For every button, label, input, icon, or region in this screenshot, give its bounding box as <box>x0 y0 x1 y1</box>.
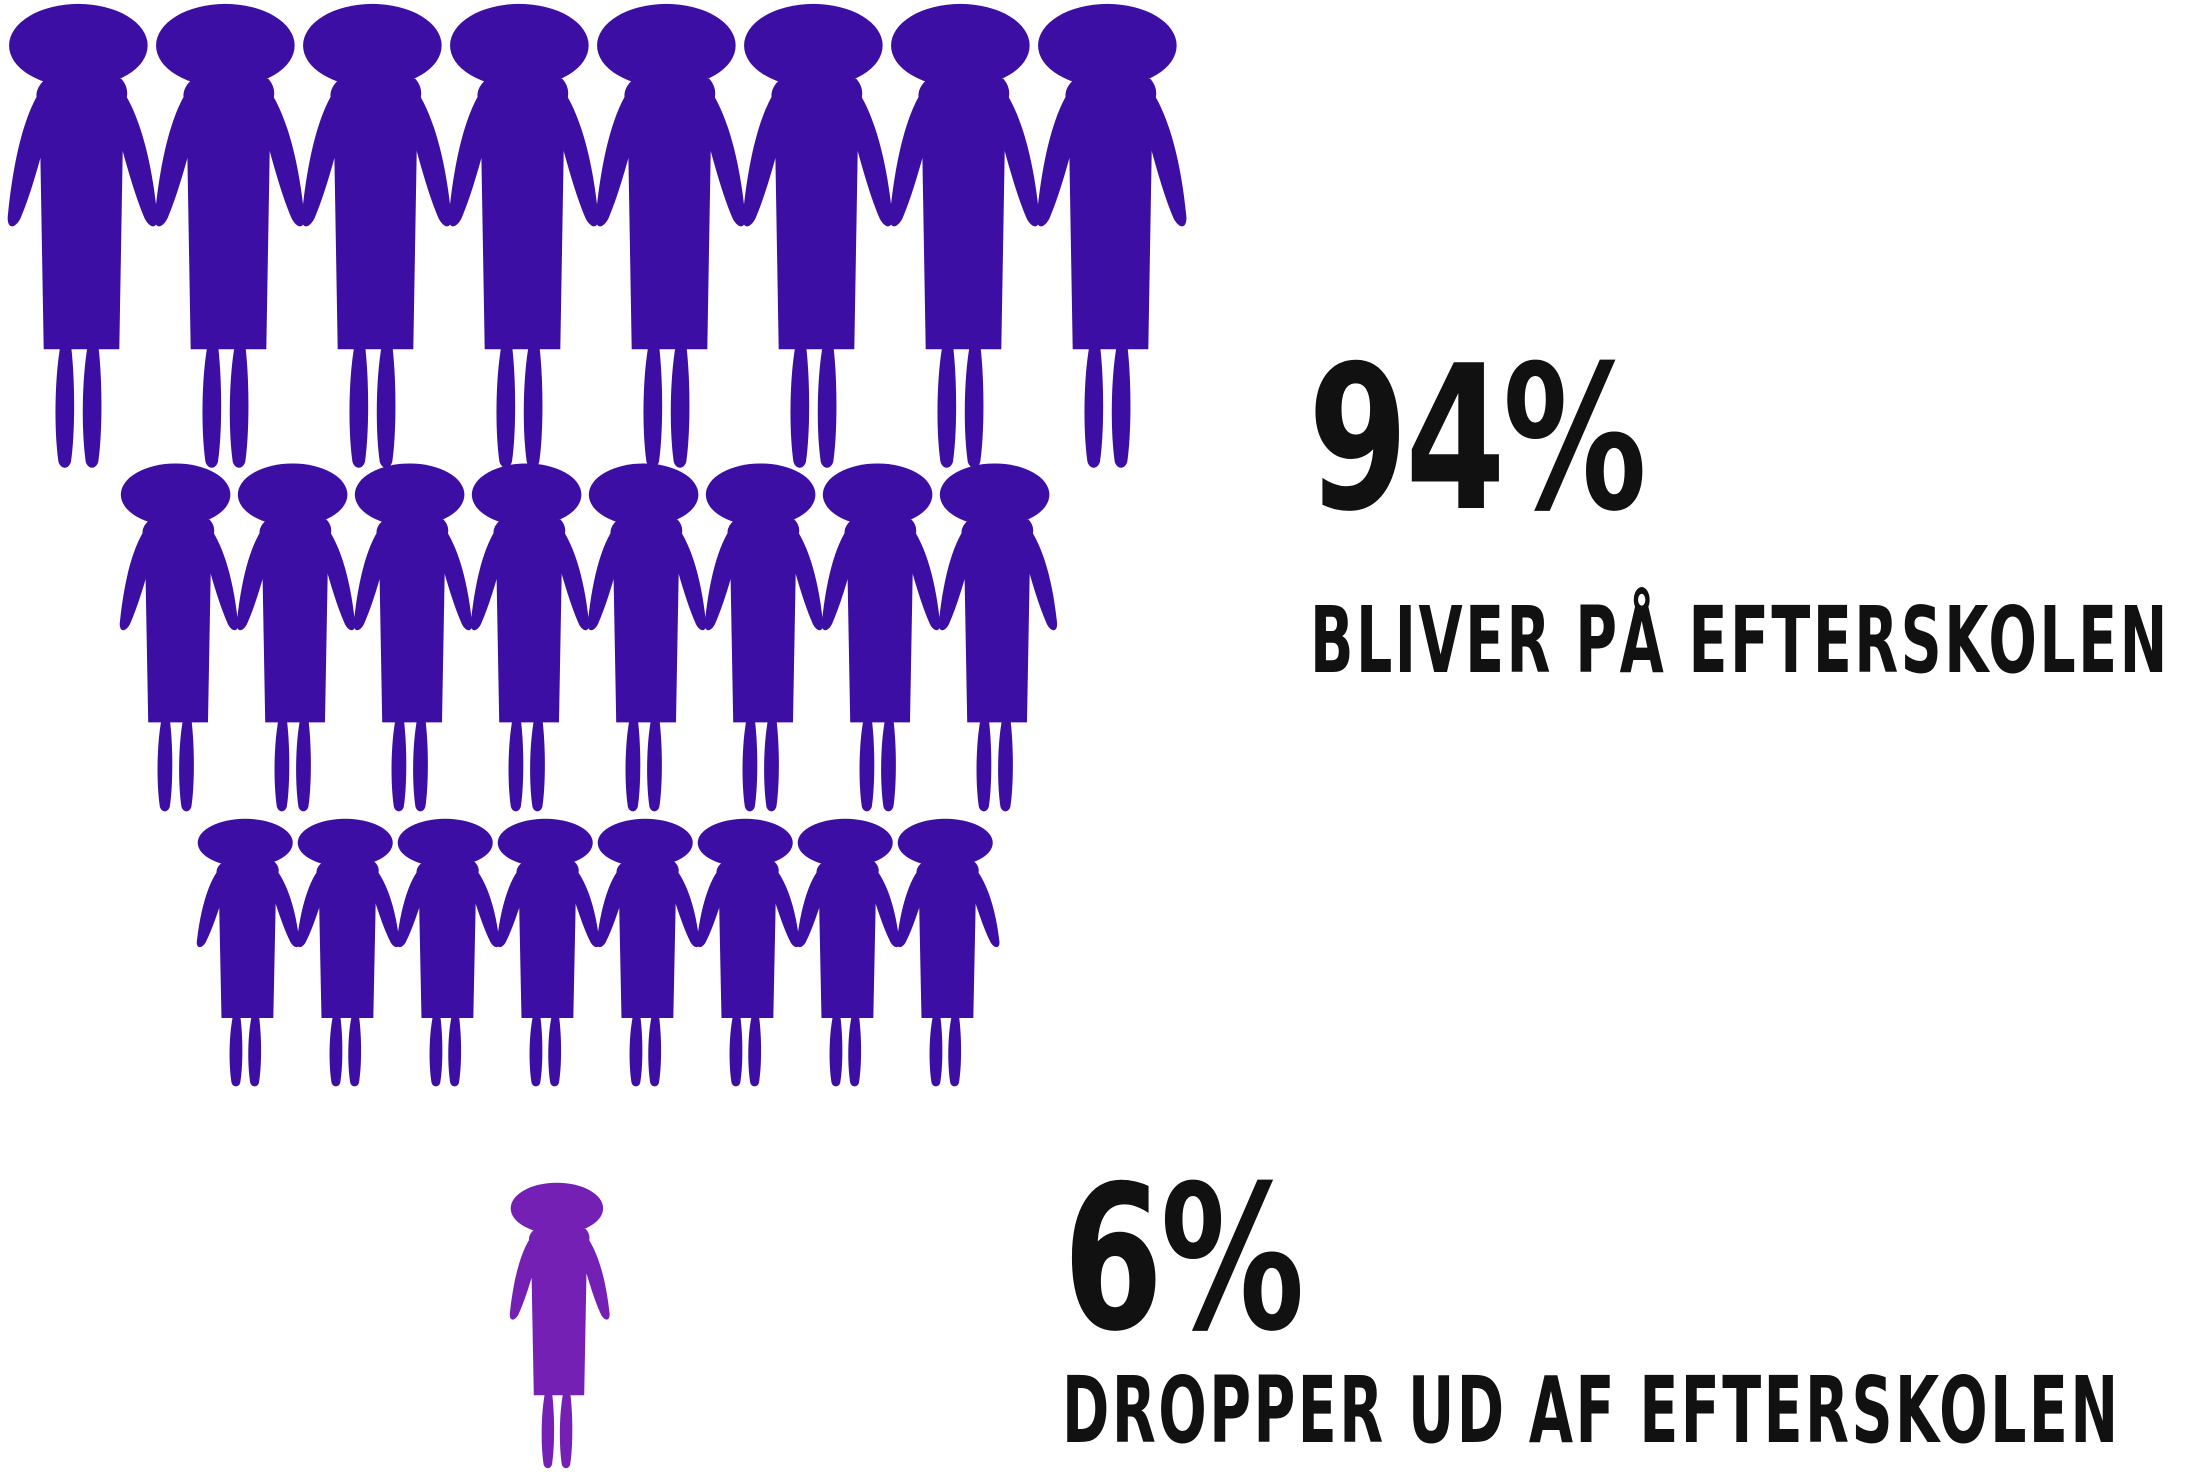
person-icon <box>587 463 707 812</box>
person-icon <box>938 463 1058 812</box>
person-icon <box>596 818 700 1087</box>
person-icon <box>896 818 1000 1087</box>
person-icon <box>119 463 239 812</box>
person-icon <box>742 3 893 468</box>
person-icon <box>821 463 941 812</box>
stay-percentage: 94% <box>1308 323 1647 556</box>
person-icon <box>704 463 824 812</box>
person-icon <box>796 818 900 1087</box>
person-icon <box>196 818 300 1087</box>
person-icon <box>396 818 500 1087</box>
person-icon <box>301 3 452 468</box>
person-icon <box>154 3 305 468</box>
person-icon <box>7 3 158 468</box>
person-icon <box>595 3 746 468</box>
person-icon <box>889 3 1040 468</box>
person-icon <box>496 818 600 1087</box>
dropout-label: DROPPER UD AF EFTERSKOLEN <box>1062 1357 2121 1464</box>
person-icon <box>1036 3 1187 468</box>
person-icon <box>470 463 590 812</box>
person-icon <box>236 463 356 812</box>
person-icon <box>296 818 400 1087</box>
person-icon <box>353 463 473 812</box>
dropout-percentage: 6% <box>1063 1143 1305 1376</box>
person-icon <box>696 818 800 1087</box>
person-icon-dropout <box>509 1182 610 1469</box>
stay-label: BLIVER PÅ EFTERSKOLEN <box>1310 587 2170 694</box>
person-icon <box>448 3 599 468</box>
